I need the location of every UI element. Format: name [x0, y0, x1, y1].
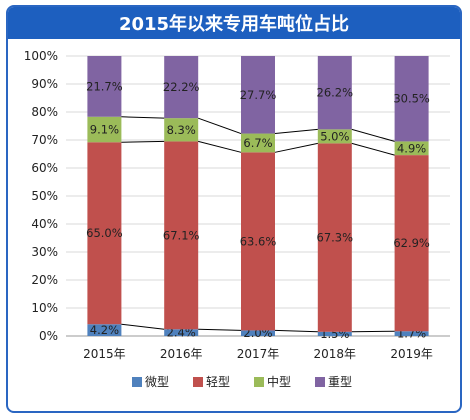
bar-中型-2018年	[317, 129, 352, 144]
data-label: 67.1%	[163, 228, 200, 242]
bar-重型-2015年	[87, 56, 122, 117]
y-tick-label: 90%	[31, 77, 58, 91]
data-label: 4.2%	[90, 323, 119, 337]
legend-label: 轻型	[206, 375, 230, 389]
y-tick-label: 0%	[39, 329, 58, 343]
data-label: 30.5%	[393, 92, 430, 106]
y-tick-label: 50%	[31, 189, 58, 203]
series-line	[121, 116, 165, 119]
bar-中型-2017年	[241, 133, 275, 153]
bar-微型-2017年	[241, 330, 275, 336]
series-line	[198, 140, 242, 153]
bar-微型-2015年	[87, 324, 122, 336]
bar-中型-2019年	[394, 141, 429, 156]
data-label: 65.0%	[86, 226, 123, 240]
series-line	[121, 323, 165, 330]
bar-微型-2018年	[317, 331, 352, 336]
legend-swatch-中型	[254, 377, 264, 387]
chart-panel: 2015年以来专用车吨位占比	[6, 5, 462, 413]
bar-轻型-2015年	[87, 142, 122, 325]
x-tick-label: 2018年	[314, 347, 357, 361]
data-label: 4.9%	[397, 141, 426, 155]
series-line	[351, 128, 395, 142]
bar-微型-2019年	[394, 331, 429, 336]
bar-轻型-2018年	[317, 143, 352, 332]
series-line	[274, 142, 318, 153]
chart-title: 2015年以来专用车吨位占比	[8, 7, 460, 39]
bar-重型-2016年	[164, 56, 199, 119]
data-label: 62.9%	[393, 236, 430, 250]
bar-微型-2016年	[164, 329, 199, 336]
data-label: 9.1%	[90, 123, 119, 137]
series-line	[274, 128, 318, 135]
data-label: 27.7%	[240, 88, 277, 102]
legend-label: 微型	[145, 375, 169, 389]
data-label: 21.7%	[86, 79, 123, 93]
legend-label: 中型	[267, 374, 291, 389]
legend-label: 重型	[328, 375, 352, 389]
data-label: 63.6%	[240, 234, 277, 248]
legend-swatch-重型	[315, 377, 325, 387]
data-label: 26.2%	[317, 86, 354, 100]
bar-中型-2015年	[87, 116, 122, 143]
x-tick-label: 2016年	[160, 347, 203, 361]
data-label: 22.2%	[163, 80, 200, 94]
series-line	[351, 142, 395, 156]
bar-重型-2017年	[241, 56, 275, 134]
series-line	[351, 330, 395, 333]
bar-重型-2018年	[317, 56, 352, 130]
x-tick-label: 2015年	[83, 347, 126, 361]
data-label: 5.0%	[320, 129, 349, 143]
y-tick-label: 100%	[24, 49, 58, 63]
bar-轻型-2019年	[394, 155, 429, 332]
y-tick-label: 60%	[31, 161, 58, 175]
y-tick-label: 20%	[31, 273, 58, 287]
y-tick-label: 30%	[31, 245, 58, 259]
y-tick-label: 10%	[31, 301, 58, 315]
series-line	[274, 329, 318, 333]
series-line	[121, 140, 165, 143]
data-label: 67.3%	[317, 231, 354, 245]
bar-轻型-2017年	[241, 152, 275, 331]
x-tick-label: 2017年	[237, 347, 280, 361]
y-tick-label: 70%	[31, 133, 58, 147]
legend-swatch-轻型	[193, 377, 203, 387]
series-line	[198, 328, 242, 331]
data-label: 8.3%	[167, 123, 196, 137]
bar-轻型-2016年	[164, 141, 199, 330]
data-label: 6.7%	[243, 136, 272, 150]
y-tick-label: 80%	[31, 105, 58, 119]
series-line	[198, 117, 242, 135]
legend-swatch-微型	[132, 377, 142, 387]
y-tick-label: 40%	[31, 217, 58, 231]
x-tick-label: 2019年	[390, 347, 433, 361]
bar-中型-2016年	[164, 118, 199, 142]
bar-重型-2019年	[394, 56, 429, 142]
